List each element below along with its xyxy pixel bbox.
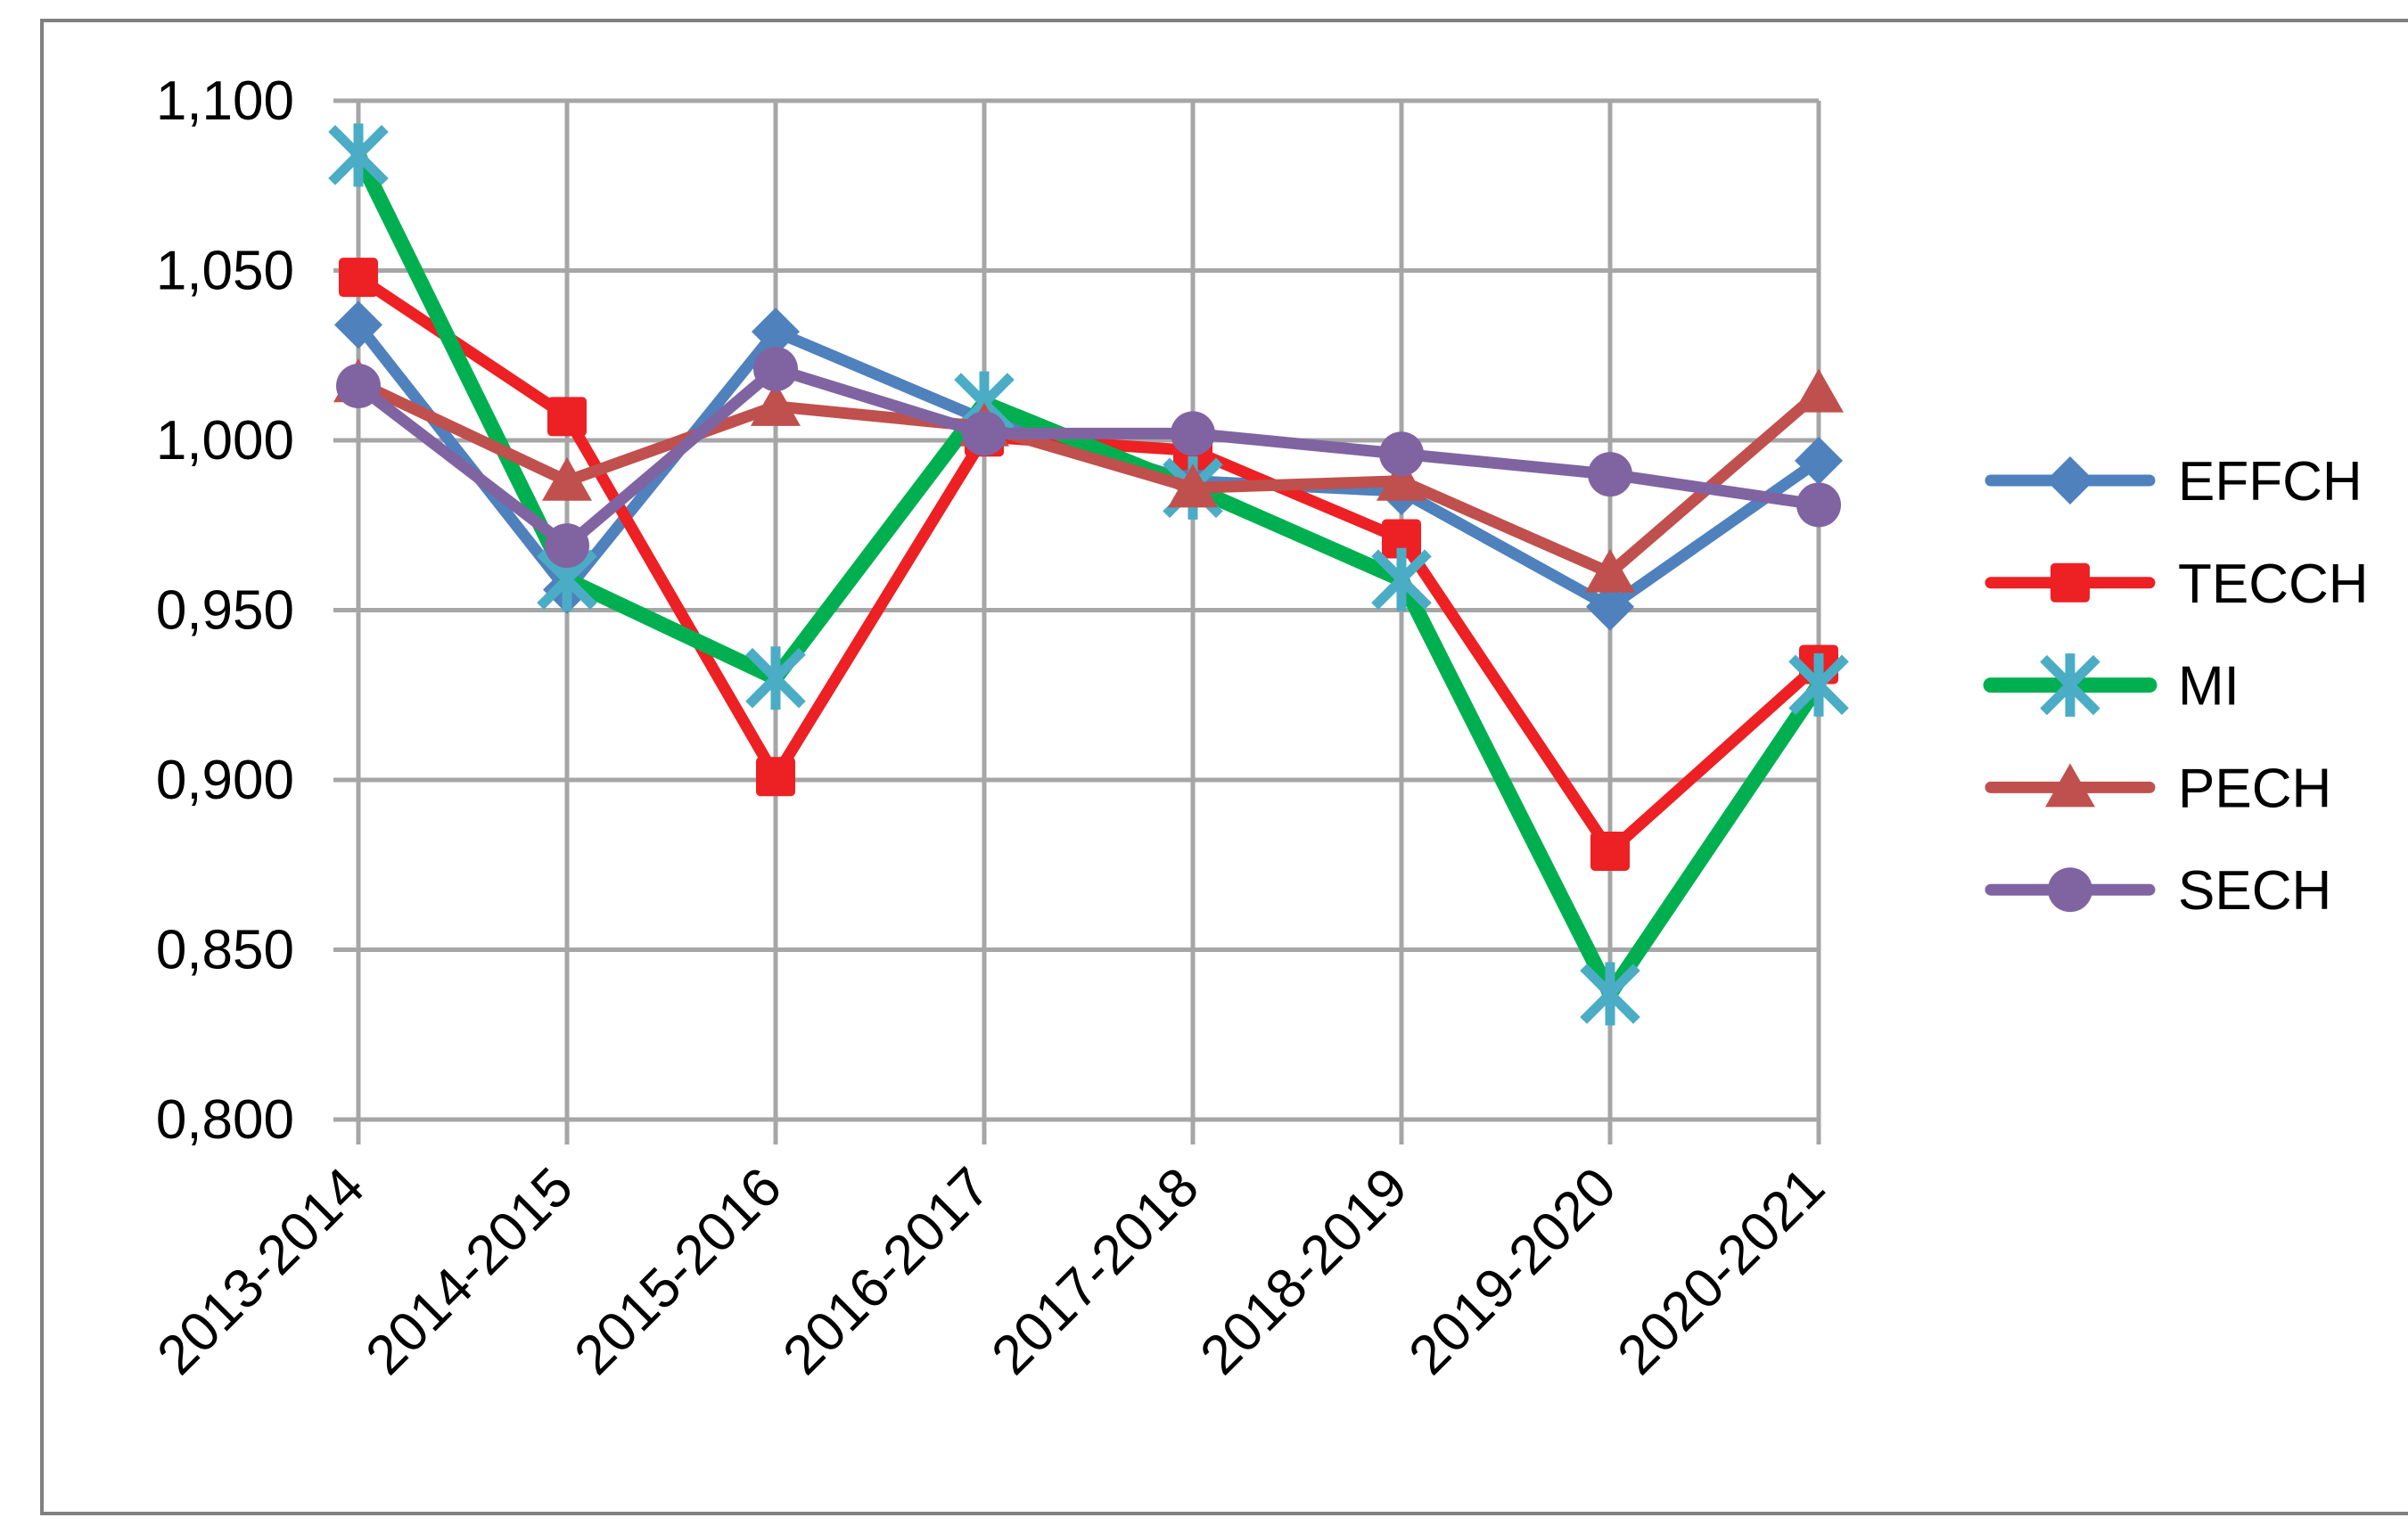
- marker-sech-circle-icon: [1796, 482, 1841, 527]
- marker-tecch-square-icon: [339, 258, 378, 297]
- y-axis-label: 0,900: [156, 750, 294, 811]
- marker-tecch-square-icon: [547, 397, 587, 436]
- legend-marker-square-icon: [2050, 563, 2090, 603]
- y-axis-label: 0,950: [156, 580, 294, 642]
- y-axis-label: 0,800: [156, 1089, 294, 1151]
- marker-sech-circle-icon: [1588, 452, 1632, 496]
- legend-label-tecch: TECCH: [2178, 554, 2369, 615]
- chart-background: [36, 14, 2408, 1520]
- marker-sech-circle-icon: [545, 523, 589, 568]
- legend-label-effch: EFFCH: [2178, 451, 2363, 513]
- marker-sech-circle-icon: [1379, 431, 1424, 476]
- malmquist-index-line-chart: 0,8000,8500,9000,9501,0001,0501,1002013-…: [36, 14, 2408, 1520]
- legend-label-pech: PECH: [2178, 758, 2331, 819]
- marker-tecch-square-icon: [1590, 832, 1630, 871]
- legend-marker-circle-icon: [2048, 867, 2092, 912]
- legend-label-mi: MI: [2178, 656, 2240, 718]
- y-axis-label: 1,050: [156, 241, 294, 302]
- marker-sech-circle-icon: [1171, 411, 1215, 455]
- y-axis-label: 1,000: [156, 410, 294, 472]
- marker-tecch-square-icon: [756, 757, 795, 796]
- y-axis-label: 0,850: [156, 920, 294, 981]
- marker-sech-circle-icon: [962, 411, 1007, 455]
- marker-sech-circle-icon: [753, 347, 798, 391]
- y-axis-label: 1,100: [156, 70, 294, 132]
- marker-sech-circle-icon: [336, 364, 381, 408]
- legend-label-sech: SECH: [2178, 860, 2331, 922]
